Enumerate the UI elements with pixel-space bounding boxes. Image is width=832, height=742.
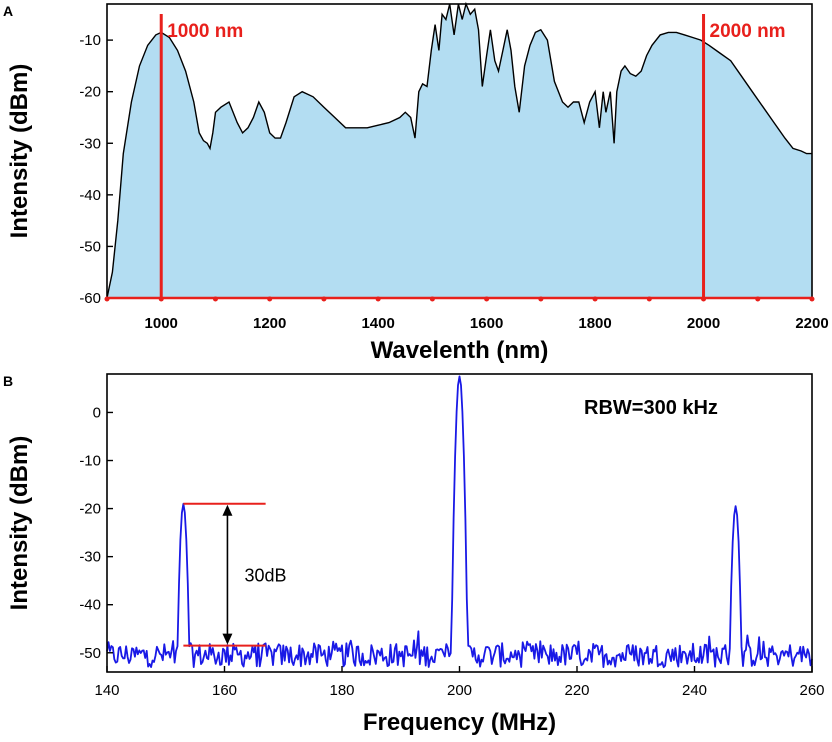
y-tick-label-b: -10 [79, 453, 101, 470]
y-tick-label-a: -40 [79, 187, 101, 204]
x-tick-label-b: 220 [564, 682, 589, 699]
panel-a-label: A [3, 3, 13, 19]
x-axis-dot-a [646, 296, 652, 302]
y-axis-title-b: Intensity (dBm) [6, 436, 33, 611]
x-axis-dot-a [755, 296, 761, 302]
x-tick-label-a: 1000 [145, 315, 178, 332]
bracket-arrow-head-down [222, 633, 233, 645]
x-axis-dot-a [375, 296, 381, 302]
x-axis-dot-a [538, 296, 544, 302]
x-axis-dot-a [809, 296, 815, 302]
x-axis-dot-a [212, 296, 218, 302]
bracket-label: 30dB [244, 566, 286, 586]
y-tick-label-b: -40 [79, 597, 101, 614]
x-axis-dot-a [484, 296, 490, 302]
x-tick-label-a: 1400 [361, 315, 394, 332]
x-axis-title-a: Wavelenth (nm) [371, 337, 549, 364]
y-tick-label-b: -50 [79, 645, 101, 662]
x-tick-label-a: 1200 [253, 315, 286, 332]
x-axis-dot-a [104, 296, 110, 302]
wavelength-marker-label: 2000 nm [710, 21, 786, 42]
x-tick-label-b: 240 [682, 682, 707, 699]
y-tick-label-b: -20 [79, 501, 101, 518]
x-axis-title-b: Frequency (MHz) [363, 709, 556, 736]
y-tick-label-a: -20 [79, 84, 101, 101]
y-tick-label-a: -30 [79, 135, 101, 152]
bracket-arrow-head-up [222, 504, 233, 516]
spectrum-area [107, 4, 812, 298]
x-tick-label-a: 1600 [470, 315, 503, 332]
x-axis-dot-a [321, 296, 327, 302]
rf-spectrum-line [106, 375, 813, 669]
x-tick-label-a: 2000 [687, 315, 720, 332]
x-tick-label-b: 140 [94, 682, 119, 699]
y-tick-label-b: 0 [93, 404, 101, 421]
rbw-annotation: RBW=300 kHz [584, 397, 718, 419]
y-tick-label-b: -30 [79, 549, 101, 566]
x-tick-label-b: 160 [212, 682, 237, 699]
x-axis-dot-a [267, 296, 273, 302]
wavelength-marker-label: 1000 nm [167, 21, 243, 42]
x-tick-label-b: 260 [799, 682, 824, 699]
x-tick-label-b: 180 [329, 682, 354, 699]
x-tick-label-a: 2200 [795, 315, 828, 332]
x-axis-dot-a [592, 296, 598, 302]
y-axis-title-a: Intensity (dBm) [6, 64, 33, 239]
panel-b: -50 -40 -30 -20 -10 0 140 160 180 200 220 240 260 RBW… [6, 373, 825, 736]
y-tick-label-a: -60 [79, 290, 101, 307]
x-tick-label-a: 1800 [578, 315, 611, 332]
x-axis-dot-a [429, 296, 435, 302]
x-tick-label-b: 200 [447, 682, 472, 699]
panel-a: -60 -50 -40 -30 -20 -10 1000 1200 1400 1600 1800 20… [6, 1, 829, 364]
y-tick-label-a: -10 [79, 32, 101, 49]
y-tick-label-a: -50 [79, 238, 101, 255]
panel-b-label: B [3, 373, 13, 389]
